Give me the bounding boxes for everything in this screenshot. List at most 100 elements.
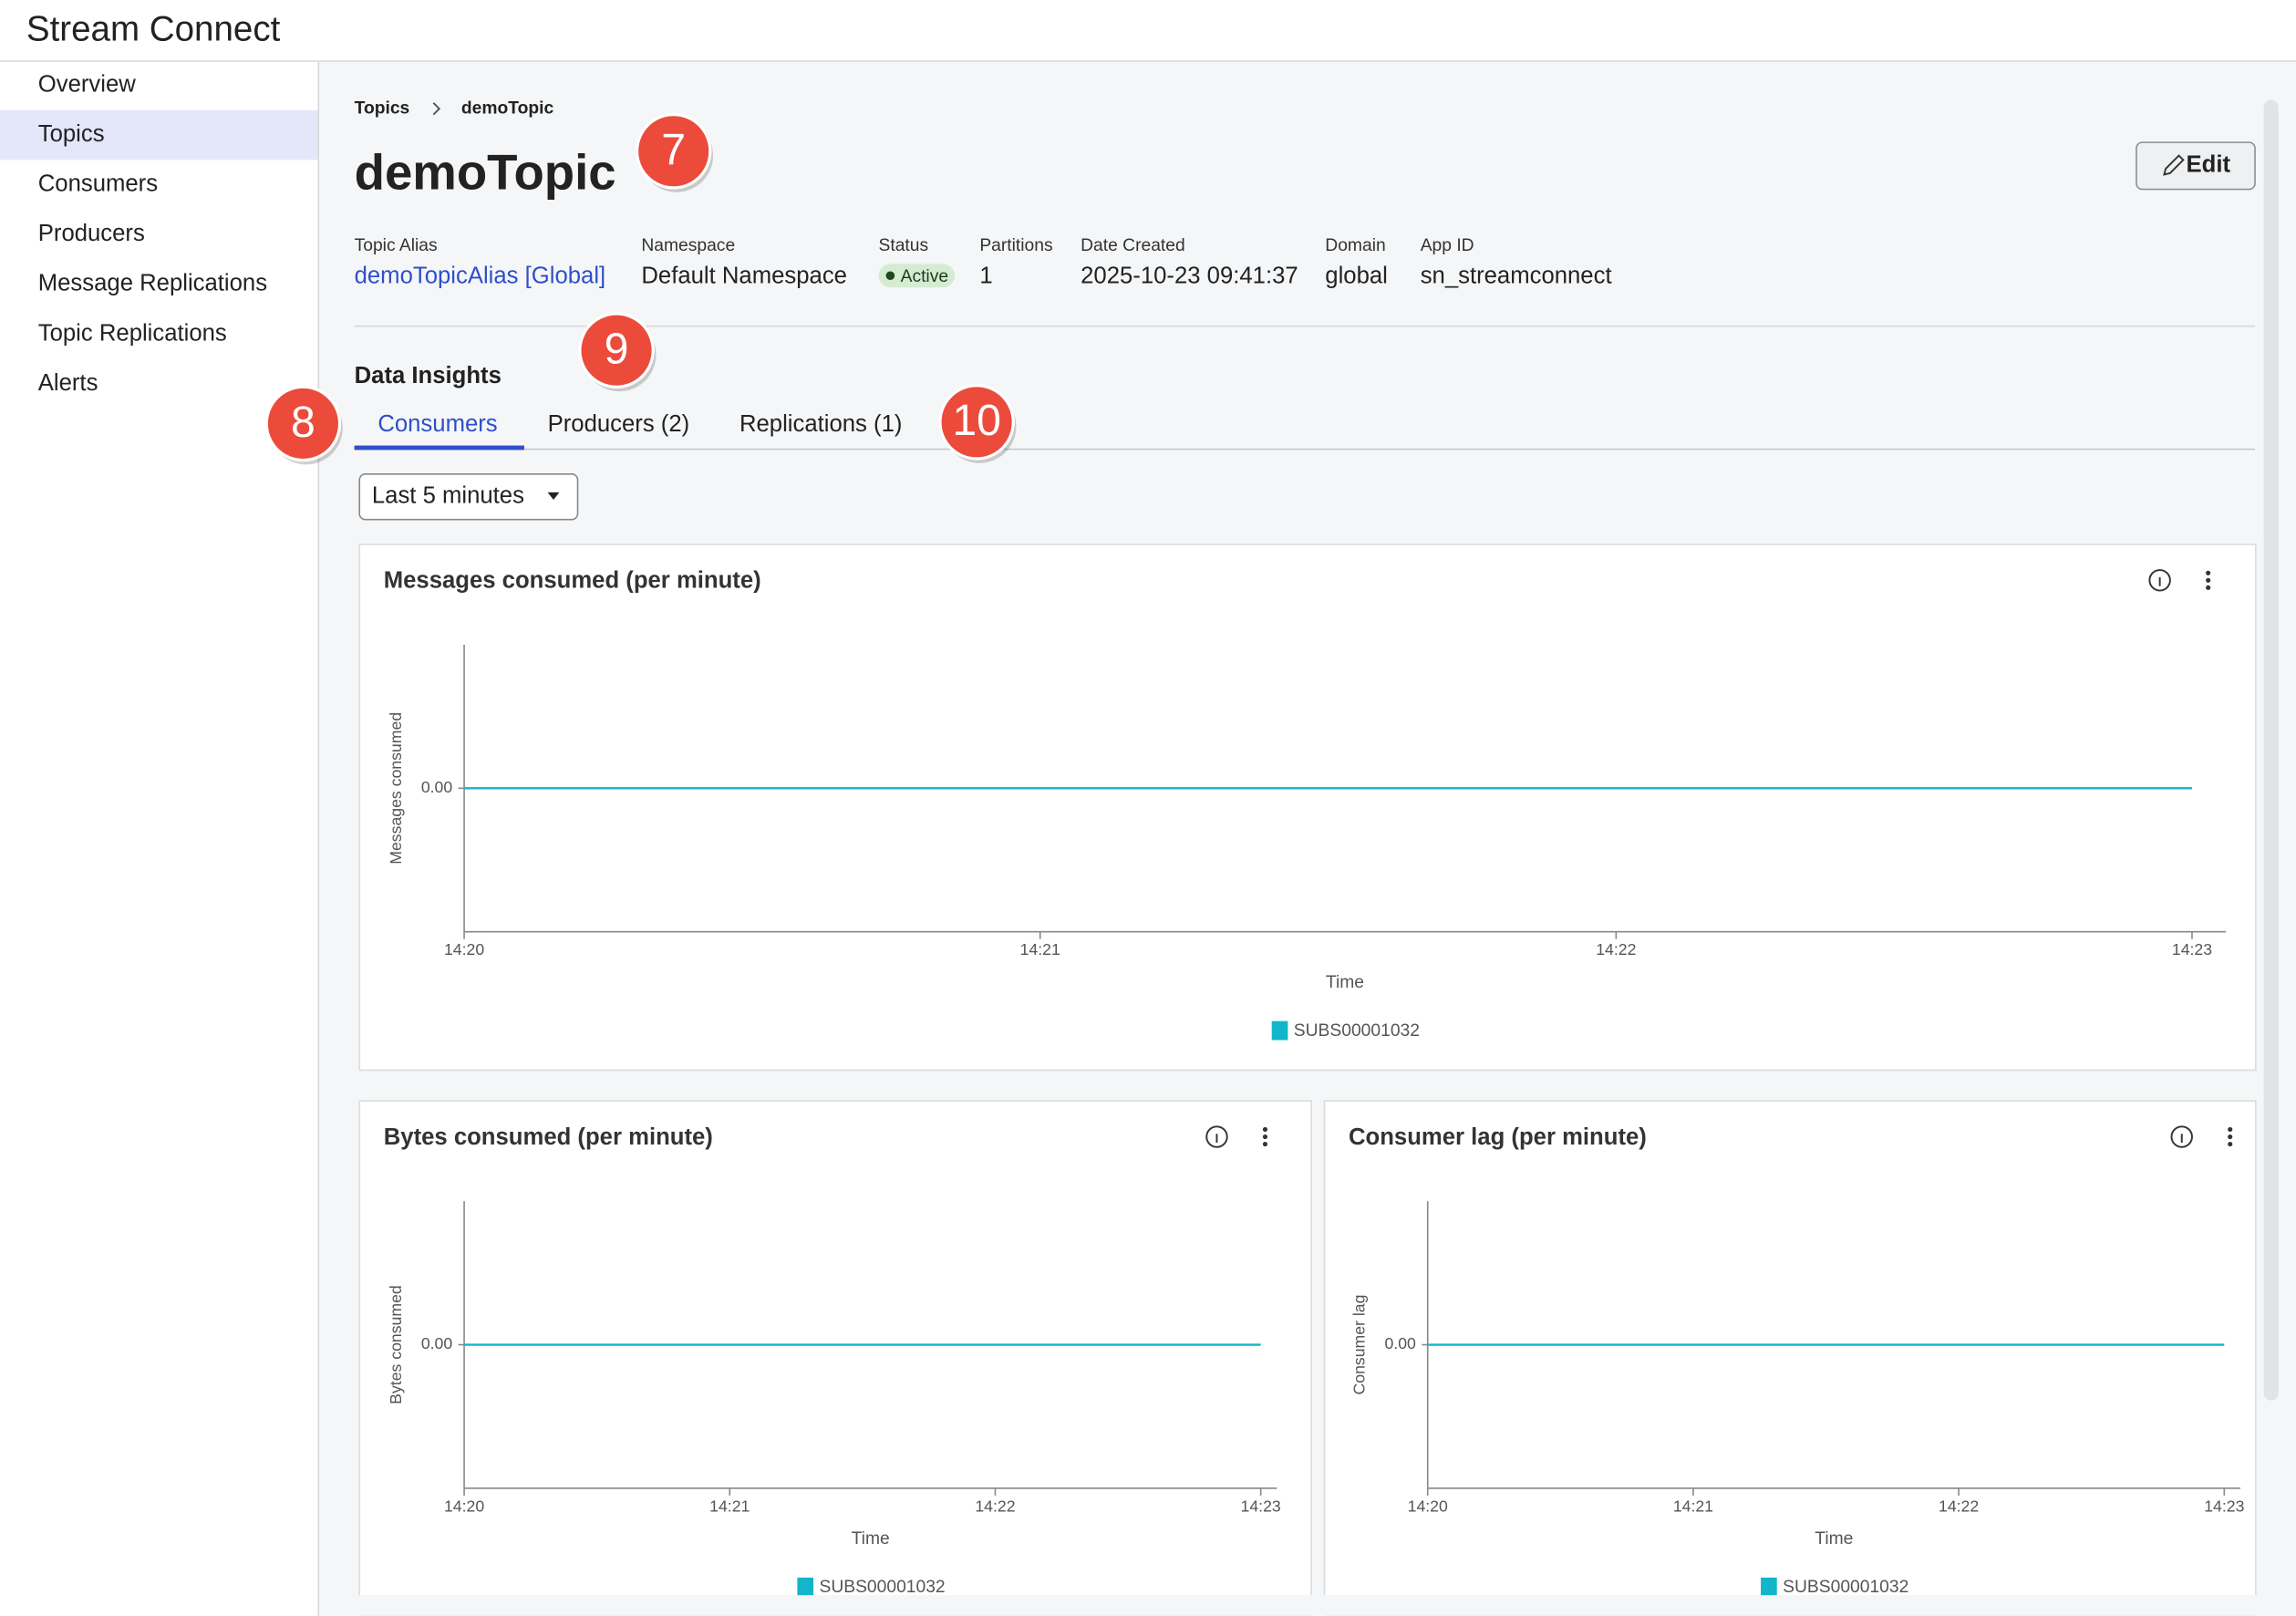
x-tick-label: 14:21	[1673, 1497, 1713, 1515]
topic-details: Topic Alias demoTopicAlias [Global] Namesp…	[355, 236, 1612, 288]
nav-item[interactable]: Overview	[38, 71, 137, 97]
x-axis-label: Time	[1815, 1529, 1853, 1549]
menu-dot	[2228, 1126, 2233, 1133]
chart-card	[358, 1100, 1312, 1616]
legend-label: SUBS00001032	[819, 1578, 945, 1597]
detail-value[interactable]: demoTopicAlias [Global]	[355, 264, 606, 289]
status-pill	[878, 264, 956, 288]
x-axis-label: Time	[1326, 973, 1364, 992]
menu-dot	[2228, 1141, 2233, 1147]
breadcrumb-separator	[432, 102, 441, 116]
detail-value: 2025-10-23 09:41:37	[1081, 264, 1298, 289]
legend-swatch	[797, 1577, 814, 1597]
chart-card	[358, 544, 2257, 1072]
tab[interactable]: Consumers	[377, 411, 497, 437]
x-axis-label: Time	[852, 1529, 890, 1549]
x-tick-label: 14:22	[975, 1497, 1015, 1515]
y-axis-label: Consumer lag	[1350, 1295, 1369, 1395]
menu-dot	[2206, 577, 2211, 583]
breadcrumb-current: demoTopic	[461, 98, 554, 118]
callout-number: 7	[661, 125, 686, 174]
callout-number: 8	[291, 398, 315, 447]
info-icon[interactable]	[2170, 1125, 2193, 1148]
menu-dot	[2228, 1134, 2233, 1140]
status-value: Active	[901, 267, 948, 286]
menu-dot	[1262, 1126, 1268, 1133]
y-tick-label: 0.00	[421, 1334, 453, 1352]
x-tick-label: 14:23	[1241, 1497, 1281, 1515]
legend-label: SUBS00001032	[1294, 1021, 1420, 1041]
chart-title: Consumer lag (per minute)	[1349, 1124, 1647, 1150]
callout-badge	[578, 312, 655, 388]
menu-dot	[2206, 570, 2211, 575]
y-tick-label: 0.00	[421, 778, 453, 796]
charts: Messages consumed (per minute) 0.00 14:20 1…	[319, 544, 2296, 1616]
y-tick-label: 0.00	[1384, 1334, 1416, 1352]
chart-card	[1323, 1100, 2257, 1616]
tab[interactable]: Producers (2)	[548, 411, 690, 437]
edit-button[interactable]	[2136, 141, 2256, 191]
x-tick-label: 14:21	[1020, 940, 1060, 958]
tab-underline	[354, 445, 524, 451]
time-range-dropdown[interactable]	[358, 473, 579, 521]
nav-item[interactable]: Consumers	[38, 171, 158, 196]
x-tick-label: 14:22	[1596, 940, 1636, 958]
detail-value: global	[1325, 264, 1388, 289]
edit-icon	[2163, 154, 2185, 176]
scrollbar	[2263, 99, 2279, 1401]
x-tick-label: 14:20	[444, 940, 484, 958]
nav-item[interactable]: Alerts	[38, 370, 98, 396]
tabs: Consumers Producers (2) Replications (1)	[354, 411, 902, 451]
section-title: Data Insights	[355, 363, 502, 388]
chart-title: Bytes consumed (per minute)	[384, 1124, 713, 1150]
page-bottom	[319, 1595, 2296, 1616]
time-range-label: Last 5 minutes	[372, 483, 524, 509]
detail-value: Default Namespace	[641, 264, 847, 289]
x-tick-label: 14:23	[2172, 940, 2212, 958]
x-tick-label: 14:22	[1939, 1497, 1979, 1515]
x-tick-label: 14:23	[2204, 1497, 2244, 1515]
nav-item[interactable]: Topics	[38, 121, 105, 147]
nav-item[interactable]: Topic Replications	[38, 320, 227, 346]
info-icon[interactable]	[1205, 1125, 1228, 1148]
nav-item[interactable]: Message Replications	[38, 271, 267, 296]
edit-label: Edit	[2187, 152, 2231, 178]
sidebar-nav: Overview Topics Consumers Producers Message …	[0, 71, 318, 396]
callout-badge	[635, 113, 712, 190]
nav-selected	[0, 109, 318, 161]
callout-number: 10	[952, 396, 1001, 445]
menu-dot	[2206, 585, 2211, 590]
x-tick-label: 14:20	[444, 1497, 484, 1515]
menu-dot	[1262, 1141, 1268, 1147]
legend-label: SUBS00001032	[1783, 1578, 1908, 1597]
detail-value: 1	[979, 264, 992, 289]
nav-item[interactable]: Producers	[38, 221, 145, 246]
callout-number: 9	[605, 324, 629, 373]
detail-label: App ID	[1421, 236, 1474, 255]
legend-swatch	[1761, 1577, 1777, 1597]
breadcrumb-link[interactable]: Topics	[355, 98, 410, 118]
chart-title: Messages consumed (per minute)	[384, 568, 761, 594]
dropdown-caret	[547, 492, 560, 500]
detail-label: Namespace	[641, 236, 735, 255]
callouts: 7 8 9 10	[264, 113, 1017, 465]
detail-label: Domain	[1325, 236, 1385, 255]
menu-dot	[1262, 1134, 1268, 1140]
tab[interactable]: Replications (1)	[739, 411, 902, 437]
x-tick-label: 14:21	[709, 1497, 750, 1515]
callout-badge	[938, 384, 1015, 461]
info-icon[interactable]	[2148, 569, 2171, 592]
status-dot	[885, 271, 895, 281]
detail-label: Partitions	[979, 236, 1052, 255]
detail-label: Status	[879, 236, 929, 255]
legend-swatch	[1271, 1020, 1288, 1041]
app-title: Stream Connect	[26, 9, 281, 48]
detail-label: Date Created	[1081, 236, 1185, 255]
y-axis-label: Bytes consumed	[387, 1285, 405, 1404]
page-title: demoTopic	[355, 144, 616, 200]
y-axis-label: Messages consumed	[387, 712, 405, 865]
x-tick-label: 14:20	[1408, 1497, 1448, 1515]
detail-label: Topic Alias	[355, 236, 438, 255]
